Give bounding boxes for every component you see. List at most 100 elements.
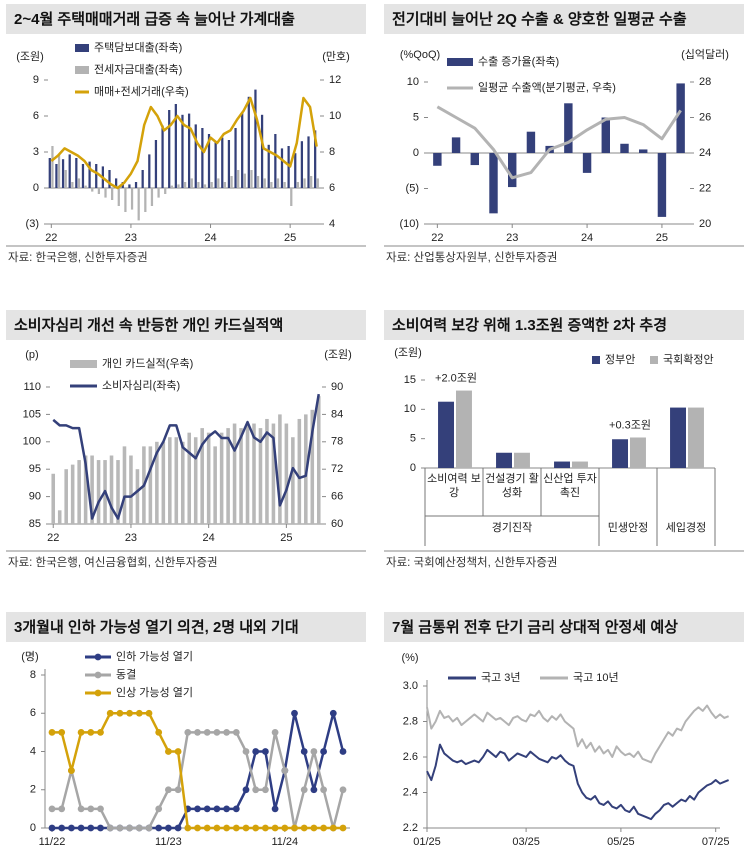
- bar: [303, 178, 306, 188]
- bar: [148, 446, 153, 524]
- bar: [137, 188, 140, 221]
- point: [184, 728, 192, 736]
- bar: [168, 437, 172, 524]
- legend-swatch: [592, 356, 600, 364]
- y-tick-label: 10: [407, 76, 419, 88]
- x-tick-label: 11/24: [271, 836, 298, 848]
- x-tick-label: 24: [581, 232, 593, 244]
- x-tick-label: 건설경기 활성화: [485, 473, 539, 499]
- point: [48, 824, 56, 832]
- bar: [213, 446, 217, 524]
- bar: [128, 184, 131, 188]
- bar: [284, 423, 289, 524]
- legend-label: 전세자금대출(좌축): [94, 63, 182, 76]
- point: [135, 709, 143, 717]
- bar: [144, 188, 147, 212]
- x-tick-label: 23: [506, 232, 518, 244]
- bar: [657, 153, 667, 217]
- bar: [296, 182, 300, 188]
- bar: [214, 142, 217, 188]
- bar: [187, 432, 192, 524]
- point: [77, 824, 85, 832]
- bar: [227, 140, 231, 188]
- bar: [276, 178, 280, 188]
- point: [329, 709, 337, 717]
- bar: [221, 137, 224, 188]
- chart-title: 3개월내 인하 가능성 열기 의견, 2명 내외 기대: [14, 618, 299, 636]
- y2-tick-label: 66: [331, 491, 343, 503]
- bar: [190, 178, 193, 188]
- y-tick-label: 10: [404, 403, 416, 415]
- x-tick-label: 25: [284, 232, 296, 244]
- annotation: +2.0조원: [435, 371, 477, 384]
- x-tick-label: 22: [431, 232, 443, 244]
- x-tick-label: 23: [125, 532, 137, 544]
- point: [310, 824, 318, 832]
- y2-axis-unit: (십억달러): [681, 48, 729, 61]
- point: [271, 728, 279, 736]
- line: [52, 731, 345, 830]
- bar: [97, 188, 101, 194]
- point: [106, 709, 114, 717]
- chart-title: 7월 금통위 전후 단기 금리 상대적 안정세 예상: [392, 618, 678, 636]
- legend-label: 일평균 수출액(분기평균, 우축): [478, 80, 616, 94]
- point: [291, 709, 298, 717]
- point: [232, 824, 240, 832]
- y2-tick-label: 26: [699, 111, 711, 123]
- bar: [230, 176, 233, 188]
- bar: [456, 390, 472, 468]
- bar: [48, 158, 51, 188]
- bar: [70, 464, 75, 524]
- y2-axis-unit: (조원): [324, 348, 352, 361]
- point: [291, 824, 298, 832]
- point: [213, 805, 221, 813]
- bar: [197, 182, 200, 188]
- point: [87, 728, 95, 736]
- point: [68, 767, 75, 775]
- y2-tick-label: 12: [329, 74, 341, 86]
- point: [262, 786, 269, 794]
- y-tick-label: 5: [410, 433, 416, 445]
- point: [174, 824, 182, 832]
- bar: [526, 131, 536, 153]
- legend-swatch: [70, 360, 97, 368]
- y-tick-label: 0: [413, 147, 419, 159]
- legend-label: 개인 카드실적(우축): [102, 357, 193, 370]
- title-bar: [6, 310, 366, 340]
- bar: [150, 188, 154, 206]
- legend-label: 수출 증가율(좌축): [478, 55, 559, 68]
- bar: [187, 113, 191, 188]
- y2-tick-label: 24: [699, 147, 711, 159]
- bar: [234, 128, 237, 188]
- y-tick-label: 0: [410, 462, 416, 474]
- bar: [243, 173, 246, 188]
- point: [310, 786, 318, 794]
- group-label: 민생안정: [608, 521, 648, 534]
- x-tick-label: 25: [280, 532, 292, 544]
- point: [213, 824, 221, 832]
- bar: [170, 185, 173, 188]
- bar: [254, 89, 257, 188]
- x-tick-label: 11/23: [155, 836, 182, 848]
- point: [145, 824, 153, 832]
- point: [320, 824, 327, 832]
- x-tick-label: 소비여력 보강: [427, 473, 481, 499]
- x-tick-label: 22: [47, 532, 59, 544]
- bar: [217, 178, 220, 188]
- bar: [620, 143, 629, 153]
- bar: [676, 83, 685, 153]
- bar: [64, 469, 68, 524]
- point: [252, 786, 260, 794]
- bar: [141, 170, 144, 188]
- x-tick-label: 23: [125, 232, 137, 244]
- bar: [207, 134, 211, 188]
- bar: [75, 158, 78, 188]
- bar: [438, 401, 454, 468]
- bar: [203, 184, 207, 188]
- y-axis-unit: (조원): [16, 50, 44, 63]
- y2-tick-label: 6: [329, 182, 335, 194]
- y-tick-label: 8: [30, 669, 36, 681]
- bar: [57, 154, 61, 188]
- y-tick-label: 100: [23, 436, 41, 448]
- y2-tick-label: 90: [331, 381, 343, 393]
